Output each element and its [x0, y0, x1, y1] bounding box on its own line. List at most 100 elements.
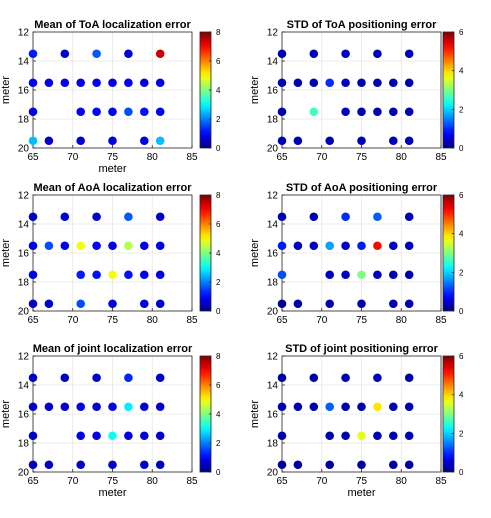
data-point — [28, 270, 38, 280]
data-point — [76, 241, 85, 251]
colorbar-tick-label: 0 — [216, 468, 221, 477]
y-tick-label: 16 — [18, 86, 30, 97]
data-point — [155, 78, 165, 88]
colorbar-tick-label: 2 — [216, 278, 221, 287]
data-point — [140, 402, 149, 412]
x-tick-label: 80 — [396, 152, 408, 163]
x-tick-label: 80 — [147, 152, 159, 163]
colorbar-tick-label: 0 — [216, 307, 221, 316]
colorbar-tick-label: 6 — [459, 352, 464, 361]
data-point — [341, 402, 350, 412]
data-point — [124, 373, 133, 383]
data-point — [325, 241, 335, 251]
y-tick-label: 16 — [18, 249, 30, 260]
data-point — [404, 212, 414, 222]
data-point — [389, 241, 398, 251]
data-point — [277, 49, 287, 59]
data-point — [124, 270, 133, 280]
plot-title: STD of AoA positioning error — [286, 182, 438, 194]
y-tick-label: 12 — [18, 191, 30, 202]
data-point — [108, 460, 117, 470]
colorbar: 0 2 4 6 8 — [199, 352, 221, 477]
data-point — [60, 212, 70, 222]
x-tick-label: 70 — [316, 315, 328, 326]
data-point — [293, 402, 303, 412]
x-tick-label: 85 — [435, 315, 447, 326]
data-point — [389, 431, 398, 441]
y-tick-label: 12 — [267, 191, 279, 202]
data-point — [76, 136, 85, 146]
data-point — [92, 212, 101, 222]
data-point — [28, 373, 38, 383]
x-tick-label: 75 — [356, 476, 368, 487]
data-point — [28, 78, 38, 88]
data-point — [140, 299, 149, 309]
y-tick-label: 14 — [18, 381, 30, 392]
x-axis-label: meter — [98, 163, 126, 175]
colorbar-tick-label: 4 — [459, 230, 464, 239]
colorbar-tick-label: 8 — [216, 191, 221, 200]
x-tick-label: 65 — [276, 315, 288, 326]
colorbar-tick-label: 8 — [216, 28, 221, 37]
colorbar-tick-label: 0 — [459, 144, 464, 153]
data-point — [108, 402, 117, 412]
data-point — [373, 270, 382, 280]
y-tick-label: 18 — [267, 439, 279, 450]
data-point — [28, 136, 38, 146]
data-point — [60, 78, 70, 88]
colorbar-tick-label: 8 — [216, 352, 221, 361]
data-point — [404, 49, 414, 59]
data-point — [277, 136, 287, 146]
data-point — [124, 49, 133, 59]
colorbar-box — [442, 31, 455, 149]
data-point — [92, 402, 101, 412]
data-point — [155, 241, 165, 251]
data-point — [404, 431, 414, 441]
data-point — [357, 241, 366, 251]
x-tick-label: 75 — [356, 315, 368, 326]
data-point — [277, 431, 287, 441]
data-point — [404, 270, 414, 280]
data-point — [404, 299, 414, 309]
data-point — [28, 49, 38, 59]
data-point — [277, 373, 287, 383]
data-point — [373, 431, 382, 441]
data-point — [76, 78, 85, 88]
x-tick-label: 85 — [186, 315, 198, 326]
data-point — [76, 460, 85, 470]
data-point — [341, 107, 350, 117]
data-point — [76, 299, 85, 309]
colorbar-gradient — [443, 32, 454, 148]
data-point — [155, 299, 165, 309]
data-point — [389, 270, 398, 280]
data-point — [60, 373, 70, 383]
data-point — [277, 299, 287, 309]
x-tick-label: 85 — [435, 152, 447, 163]
y-axis-label: meter — [0, 400, 12, 428]
colorbar: 0 2 4 6 8 — [199, 28, 221, 153]
data-point — [357, 107, 366, 117]
data-point — [60, 402, 70, 412]
x-axis-label: meter — [347, 487, 375, 499]
plot-title: STD of joint positioning error — [285, 343, 438, 355]
data-point — [155, 49, 165, 59]
x-axis-label: meter — [98, 487, 126, 499]
plot-title: STD of ToA positioning error — [287, 19, 437, 31]
data-point — [325, 136, 335, 146]
data-point — [404, 460, 414, 470]
y-tick-label: 20 — [267, 307, 279, 318]
x-tick-label: 80 — [396, 315, 408, 326]
colorbar-tick-label: 4 — [459, 391, 464, 400]
x-tick-label: 70 — [67, 315, 79, 326]
data-point — [357, 431, 366, 441]
colorbar-gradient — [200, 32, 211, 148]
data-point — [325, 78, 335, 88]
colorbar-tick-label: 4 — [459, 67, 464, 76]
data-point — [373, 402, 382, 412]
data-point — [293, 78, 303, 88]
data-point — [44, 241, 54, 251]
data-point — [44, 136, 54, 146]
